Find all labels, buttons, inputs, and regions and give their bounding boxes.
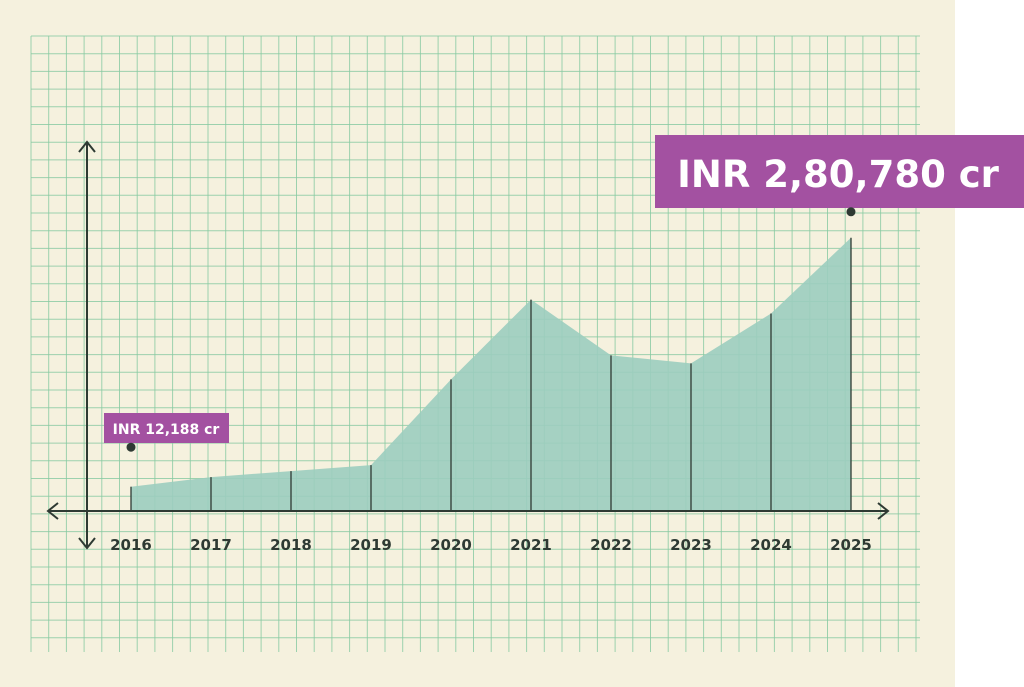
x-tick-label: 2022: [590, 536, 632, 554]
y-axis-arrow-down: [78, 537, 96, 550]
callout-end: INR 2,80,780 cr: [655, 135, 1024, 208]
callout-start: INR 12,188 cr: [104, 413, 229, 443]
x-tick-label: 2024: [750, 536, 792, 554]
callout-start-box: [104, 413, 229, 443]
x-tick-label: 2016: [110, 536, 152, 554]
x-tick-label: 2021: [510, 536, 552, 554]
callout-end-label: INR 2,80,780 cr: [677, 153, 999, 196]
x-tick-label: 2018: [270, 536, 312, 554]
drop-lines: [130, 237, 852, 511]
x-axis-arrow-right: [877, 502, 890, 520]
x-tick-label: 2025: [830, 536, 872, 554]
x-tick-label: 2020: [430, 536, 472, 554]
y-axis-arrow-up: [78, 140, 96, 153]
x-tick-label: 2019: [350, 536, 392, 554]
callout-start-label: INR 12,188 cr: [113, 422, 220, 438]
annotation-dot: [126, 442, 136, 452]
annotation-dot: [846, 207, 856, 217]
annotation-markers: [126, 207, 856, 452]
area-series: [131, 237, 851, 511]
callout-end-box: [655, 135, 1024, 208]
x-tick-label: 2017: [190, 536, 232, 554]
x-tick-label: 2023: [670, 536, 712, 554]
x-tick-labels: 2016 2017 2018 2019 2020 2021 2022 2023 2024 2025: [110, 536, 872, 554]
x-axis-arrow-left: [46, 502, 59, 520]
